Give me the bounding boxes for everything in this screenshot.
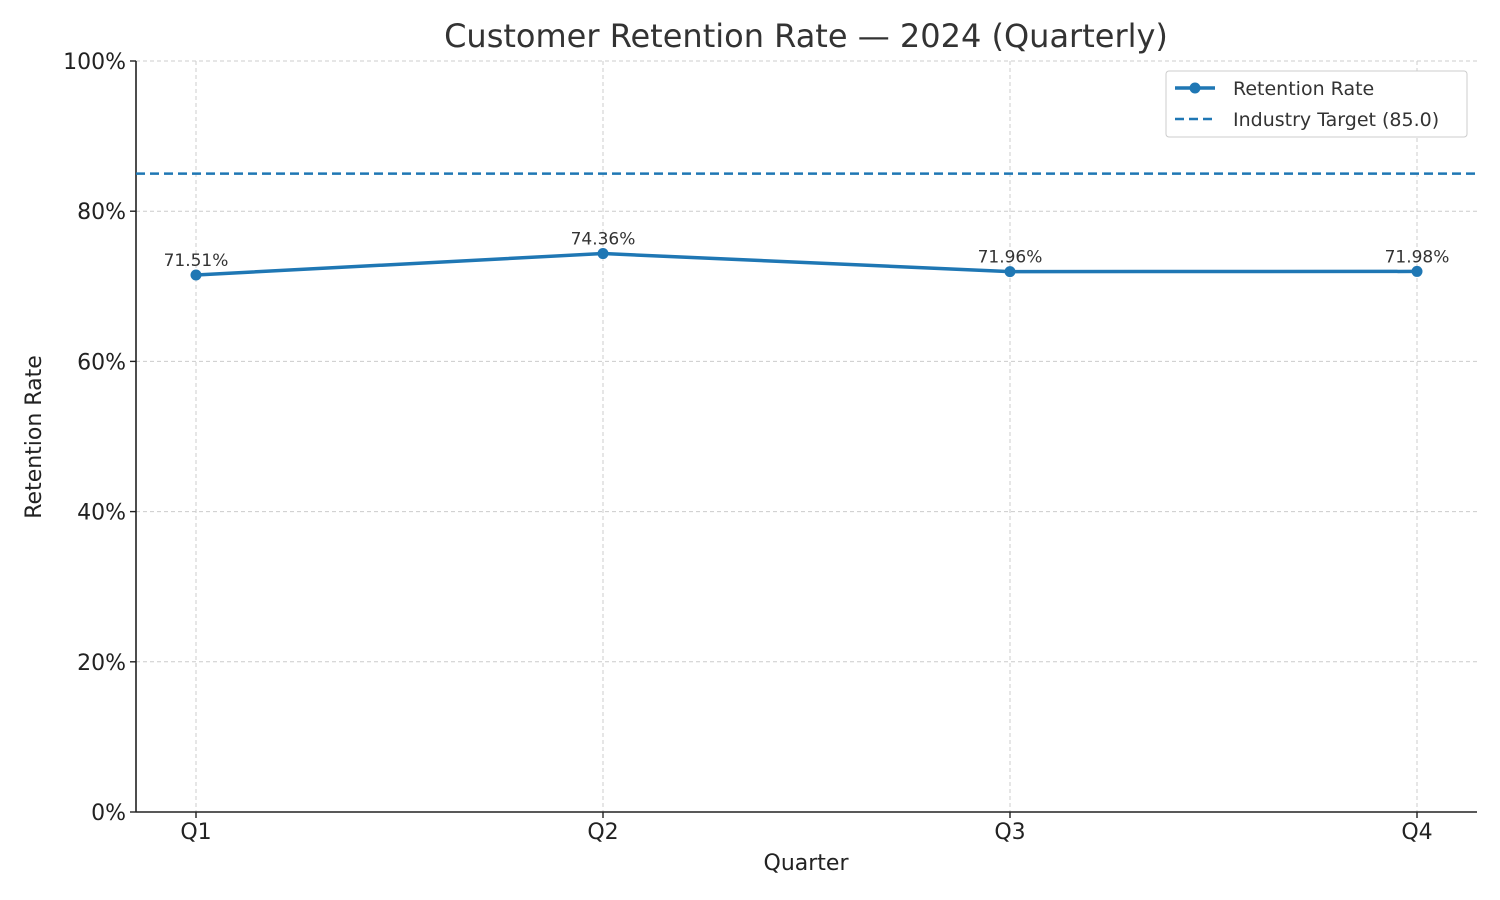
y-tick-label: 60% — [77, 350, 126, 375]
retention-rate-point — [597, 248, 609, 260]
legend-retention-marker — [1189, 82, 1201, 94]
x-tick-label: Q4 — [1401, 820, 1432, 845]
y-tick-label: 40% — [77, 501, 126, 526]
series-layer — [190, 248, 1423, 281]
retention-rate-point — [1411, 265, 1423, 277]
y-tick-label: 80% — [77, 200, 126, 225]
legend-retention-label: Retention Rate — [1233, 78, 1374, 100]
data-label: 71.51% — [164, 251, 229, 271]
legend-box — [1165, 70, 1468, 138]
data-label: 71.96% — [978, 248, 1043, 268]
retention-rate-point — [1004, 266, 1016, 278]
legend: Retention Rate Industry Target (85.0) — [1165, 70, 1468, 138]
y-tick-label: 100% — [63, 50, 126, 75]
data-label: 74.36% — [571, 230, 636, 250]
chart-title: Customer Retention Rate — 2024 (Quarterl… — [444, 17, 1168, 55]
y-tick-label: 0% — [91, 801, 126, 826]
x-axis-label: Quarter — [764, 851, 850, 876]
y-tick-label: 20% — [77, 651, 126, 676]
x-tick-label: Q3 — [994, 820, 1025, 845]
x-tick-label: Q2 — [587, 820, 618, 845]
y-axis-label: Retention Rate — [22, 355, 47, 519]
x-tick-label: Q1 — [180, 820, 211, 845]
tick-labels: 0% 20% 40% 60% 80% 100% Q1 Q2 Q3 Q4 — [63, 50, 1433, 845]
data-label: 71.98% — [1385, 247, 1450, 267]
retention-rate-line — [194, 251, 1419, 277]
grid-lines — [136, 60, 1477, 813]
legend-target-label: Industry Target (85.0) — [1233, 109, 1439, 131]
data-labels: 71.51% 74.36% 71.96% 71.98% — [164, 230, 1450, 271]
retention-rate-point — [190, 269, 202, 281]
axes — [130, 60, 1477, 818]
